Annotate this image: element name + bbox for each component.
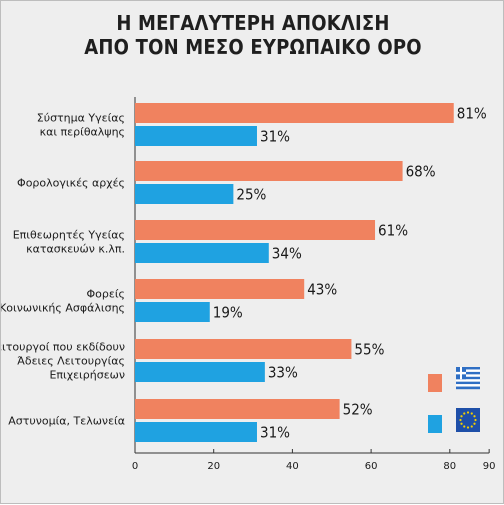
bar: [135, 302, 210, 322]
category-label: Λειτουργοί που εκδίδουν: [1, 341, 125, 354]
x-axis-tick-label: 0: [132, 461, 138, 472]
category-label: Σύστημα Υγείας: [37, 112, 125, 125]
category-label: Επιχειρήσεων: [49, 369, 125, 382]
data-label: 31%: [260, 128, 290, 146]
data-label: 68%: [406, 163, 436, 181]
data-label: 43%: [307, 281, 337, 299]
data-label: 52%: [343, 401, 373, 419]
data-label: 31%: [260, 424, 290, 442]
bar: [135, 220, 376, 240]
data-label: 34%: [272, 245, 302, 263]
bar: [135, 422, 257, 442]
data-label: 33%: [268, 364, 298, 382]
bar: [135, 103, 454, 123]
bar: [135, 243, 269, 263]
category-label: Επιθεωρητές Υγείας: [13, 229, 125, 242]
bar: [135, 339, 352, 359]
data-label: 61%: [378, 222, 408, 240]
data-label: 81%: [457, 105, 487, 123]
legend-swatch: [428, 374, 442, 392]
chart-title: Η ΜΕΓΑΛΥΤΕΡΗ ΑΠΟΚΛΙΣΗ ΑΠΟ ΤΟΝ ΜΕΣΟ ΕΥΡΩΠΑ…: [1, 11, 504, 59]
category-label: Άδειες Λειτουργίας: [17, 355, 125, 368]
chart-title-line: ΑΠΟ ΤΟΝ ΜΕΣΟ ΕΥΡΩΠΑΙΚΟ ΟΡΟ: [84, 35, 422, 59]
greece-flag-icon: [456, 367, 480, 390]
category-label: Κοινωνικής Ασφάλισης: [1, 302, 125, 315]
x-axis-tick-label: 90: [483, 461, 496, 472]
data-label: 25%: [236, 186, 266, 204]
eu-flag-icon: [456, 408, 480, 432]
bar: [135, 279, 305, 299]
bar: [135, 126, 257, 146]
category-label: κατασκευών κ.λπ.: [26, 243, 125, 256]
x-axis-tick-label: 20: [207, 461, 220, 472]
x-axis-tick-label: 40: [286, 461, 299, 472]
category-label: και περίθαλψης: [40, 126, 125, 139]
x-axis-tick-label: 60: [365, 461, 378, 472]
data-label: 55%: [354, 341, 384, 359]
bar: [135, 184, 234, 204]
category-label: Αστυνομία, Τελωνεία: [8, 415, 125, 428]
bar: [135, 362, 265, 382]
legend-swatch: [428, 415, 442, 433]
bar: [135, 399, 340, 419]
data-label: 19%: [213, 304, 243, 322]
chart-title-line: Η ΜΕΓΑΛΥΤΕΡΗ ΑΠΟΚΛΙΣΗ: [116, 11, 390, 35]
bar: [135, 161, 403, 181]
category-label: Φορολογικές αρχές: [17, 177, 125, 190]
category-label: Φορείς: [87, 288, 126, 301]
x-axis-tick-label: 80: [443, 461, 456, 472]
